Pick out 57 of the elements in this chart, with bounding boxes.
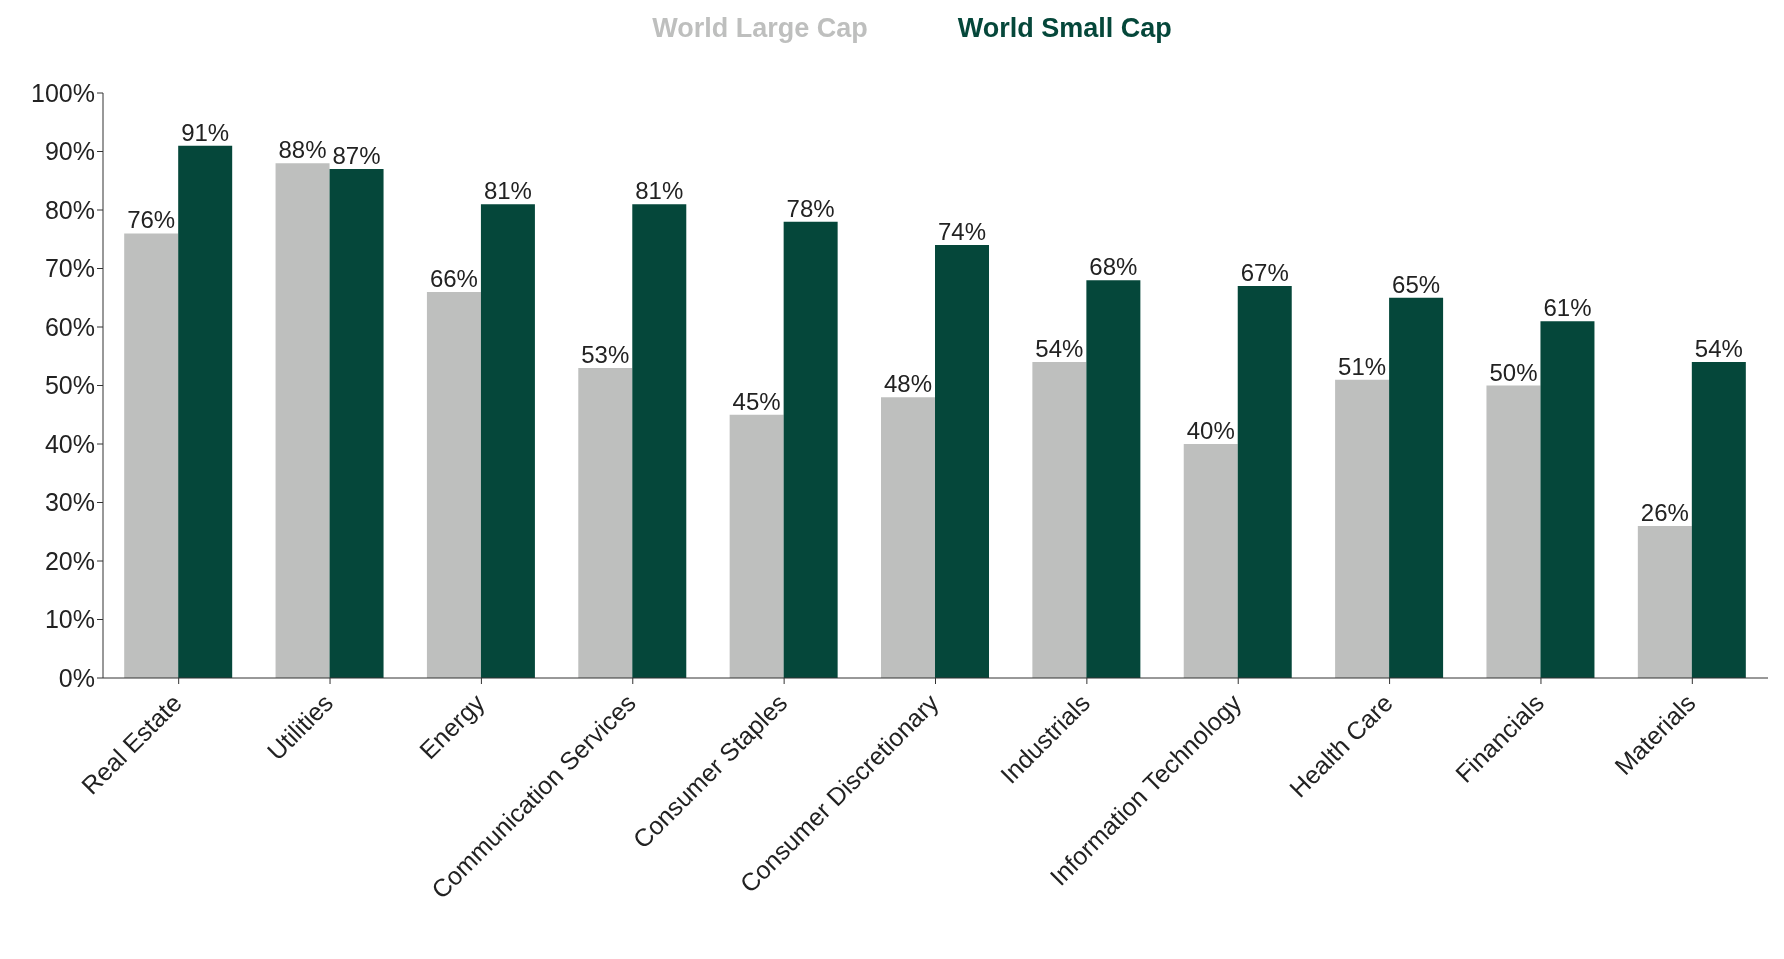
data-label: 78% xyxy=(786,194,835,222)
data-label: 54% xyxy=(1035,335,1084,363)
bar xyxy=(275,163,330,678)
bar xyxy=(1335,379,1390,678)
bar xyxy=(1637,525,1692,678)
bar xyxy=(729,414,784,678)
data-label: 88% xyxy=(278,136,327,164)
data-label: 81% xyxy=(483,177,532,205)
y-tick-label: 100% xyxy=(31,78,95,107)
bar xyxy=(935,245,990,678)
data-label: 87% xyxy=(332,142,381,170)
y-tick-label: 40% xyxy=(44,429,95,458)
bar xyxy=(178,145,233,678)
data-label: 40% xyxy=(1186,417,1235,444)
bar xyxy=(329,169,384,678)
data-label: 74% xyxy=(937,218,987,246)
y-tick-label: 0% xyxy=(58,663,95,692)
data-label: 68% xyxy=(1089,253,1138,281)
data-label: 54% xyxy=(1694,335,1743,363)
bar xyxy=(480,204,535,678)
bar xyxy=(1237,286,1292,678)
data-label: 91% xyxy=(181,118,230,146)
bar xyxy=(1486,385,1541,678)
y-tick-label: 30% xyxy=(44,488,95,517)
text: World Small Cap xyxy=(957,12,1172,44)
data-label: 66% xyxy=(429,264,478,292)
bar xyxy=(1086,280,1141,678)
y-tick-label: 50% xyxy=(44,371,95,400)
data-label: 81% xyxy=(635,177,684,205)
data-label: 50% xyxy=(1489,358,1538,386)
data-label: 53% xyxy=(581,340,630,368)
bar xyxy=(578,367,633,678)
bar xyxy=(1691,362,1746,678)
data-label: 61% xyxy=(1543,294,1592,322)
bar xyxy=(124,233,179,678)
bar xyxy=(1389,297,1444,678)
y-tick-label: 10% xyxy=(44,605,95,634)
bar xyxy=(1183,444,1238,678)
data-label: 67% xyxy=(1240,259,1289,287)
data-label: 48% xyxy=(883,370,933,398)
data-label: 26% xyxy=(1640,498,1689,526)
text: World Large Cap xyxy=(652,12,868,44)
data-label: 76% xyxy=(127,206,176,234)
bar xyxy=(783,221,838,678)
bar xyxy=(881,397,936,678)
bar xyxy=(1032,362,1087,678)
y-tick-label: 20% xyxy=(44,546,95,575)
data-label: 65% xyxy=(1392,270,1441,298)
y-tick-label: 60% xyxy=(44,312,95,341)
data-label: 45% xyxy=(732,387,781,415)
y-tick-label: 80% xyxy=(44,195,95,224)
bar xyxy=(632,204,687,678)
y-tick-label: 90% xyxy=(44,137,95,166)
y-tick-label: 70% xyxy=(44,254,95,283)
bar xyxy=(1540,321,1595,678)
bar xyxy=(426,291,481,678)
data-label: 51% xyxy=(1338,352,1387,380)
